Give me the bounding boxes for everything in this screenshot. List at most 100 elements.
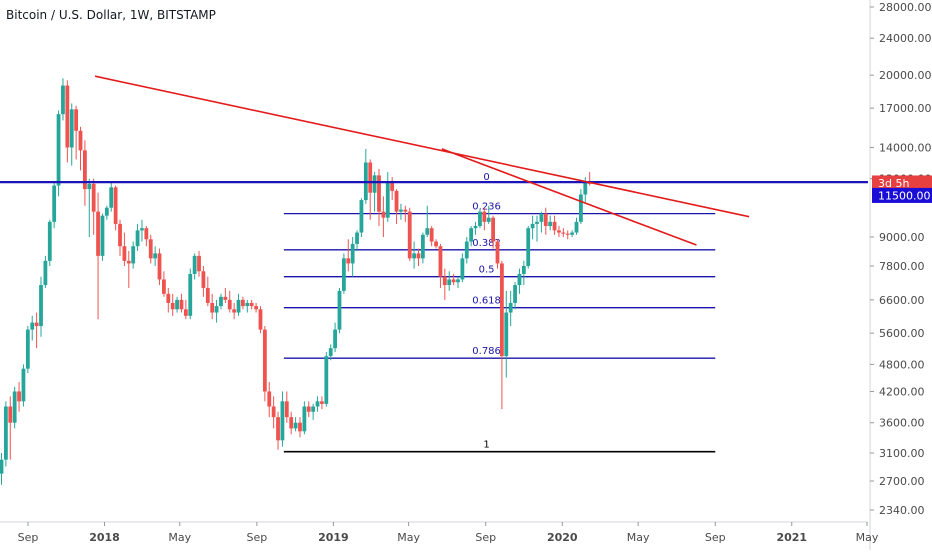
candle-body: [219, 296, 223, 307]
time-tick-label: Sep: [705, 531, 726, 544]
trendline-1: [441, 148, 697, 246]
candle-body: [118, 223, 122, 247]
candle-body: [442, 276, 447, 286]
price-tick-label: 3100.00: [879, 447, 925, 460]
time-tick-label: 2019: [318, 531, 349, 544]
candle-body: [227, 299, 232, 310]
candle-body: [574, 221, 579, 233]
time-tick-label: 2020: [547, 531, 578, 544]
price-tick-label: 9000.00: [879, 231, 925, 244]
candle-body: [148, 239, 153, 259]
candle-body: [135, 230, 140, 247]
candle-body: [39, 285, 43, 327]
candle-body: [201, 271, 206, 288]
candle-body: [302, 406, 307, 432]
candle-body: [324, 356, 329, 404]
candle-body: [131, 246, 136, 264]
candle-body: [561, 232, 566, 234]
plot-area: 0 0.236 0.382 0.5 0.618 0.786 1: [0, 75, 868, 485]
fib-level-label-4: 0.618: [472, 296, 501, 307]
candle-body: [166, 293, 171, 303]
candle-body: [205, 287, 210, 303]
candle-body: [249, 302, 254, 307]
candle-body: [460, 258, 465, 280]
candle-body: [17, 391, 21, 402]
price-badge-label: 3d 5h: [878, 177, 909, 190]
price-tick-label: 3600.00: [879, 417, 925, 430]
candle-body: [552, 221, 557, 231]
candle-body: [429, 228, 434, 242]
candle-body: [583, 182, 588, 195]
candle-body: [69, 109, 74, 148]
candle-body: [65, 85, 70, 148]
candle-body: [451, 279, 456, 283]
candle-body: [91, 183, 96, 212]
candle-body: [104, 207, 109, 216]
candle-body: [508, 302, 513, 313]
candle-body: [399, 209, 403, 212]
candle-body: [289, 417, 294, 429]
candle-body: [30, 322, 35, 330]
time-tick-label: 2021: [776, 531, 807, 544]
candle-body: [394, 190, 399, 212]
trendline-0: [94, 75, 750, 218]
candle-body: [385, 182, 390, 218]
candle-body: [456, 279, 460, 283]
candle-body: [306, 406, 311, 412]
candle-body: [425, 228, 430, 235]
candle-body: [390, 182, 395, 191]
candle-body: [359, 200, 364, 233]
candle-body: [513, 285, 517, 303]
candle-body: [482, 211, 487, 222]
time-tick-label: May: [627, 531, 650, 544]
candle-body: [565, 233, 570, 235]
candle-body: [267, 391, 272, 407]
candle-body: [47, 221, 52, 261]
candle-body: [293, 422, 298, 429]
price-badge-bg: [872, 187, 932, 203]
candle-body: [236, 299, 241, 313]
time-tick-label: May: [856, 531, 879, 544]
candle-body: [214, 306, 219, 313]
candle-body: [570, 232, 575, 235]
candle-body: [355, 232, 359, 244]
candle-body: [96, 211, 100, 256]
candle-body: [284, 401, 289, 418]
price-badge-bg: [872, 175, 932, 191]
candle-body: [100, 215, 105, 256]
price-tick-label: 7800.00: [879, 260, 925, 273]
candle-body: [315, 401, 320, 407]
candle-body: [298, 422, 302, 432]
candle-body: [8, 406, 13, 423]
candle-body: [241, 299, 245, 307]
candle-body: [140, 228, 144, 231]
candle-body: [232, 309, 237, 313]
candle-body: [420, 234, 425, 259]
candle-body: [478, 211, 482, 227]
candle-body: [346, 258, 351, 264]
price-tick-label: 28000.00: [879, 1, 932, 14]
price-tick-label: 20000.00: [879, 69, 932, 82]
candle-body: [188, 273, 193, 316]
price-tick-label: 24000.00: [879, 32, 932, 45]
candle-body: [539, 213, 544, 222]
candle-body: [495, 241, 500, 264]
candle-body: [25, 329, 30, 369]
price-tick-label: 4200.00: [879, 385, 925, 398]
candle-body: [368, 162, 373, 193]
candle-body: [170, 302, 175, 310]
candle-body: [543, 213, 548, 227]
candle-body: [280, 401, 285, 441]
candle-body: [223, 296, 228, 300]
candle-body: [377, 175, 381, 212]
time-tick-label: 2018: [89, 531, 120, 544]
candle-body: [258, 309, 263, 330]
candle-body: [434, 241, 438, 247]
price-tick-label: 2700.00: [879, 475, 925, 488]
fib-level-label-5: 0.786: [472, 346, 501, 357]
candle-body: [499, 263, 504, 357]
candle-body: [530, 223, 535, 229]
candle-body: [144, 228, 149, 240]
candle-body: [175, 299, 179, 310]
